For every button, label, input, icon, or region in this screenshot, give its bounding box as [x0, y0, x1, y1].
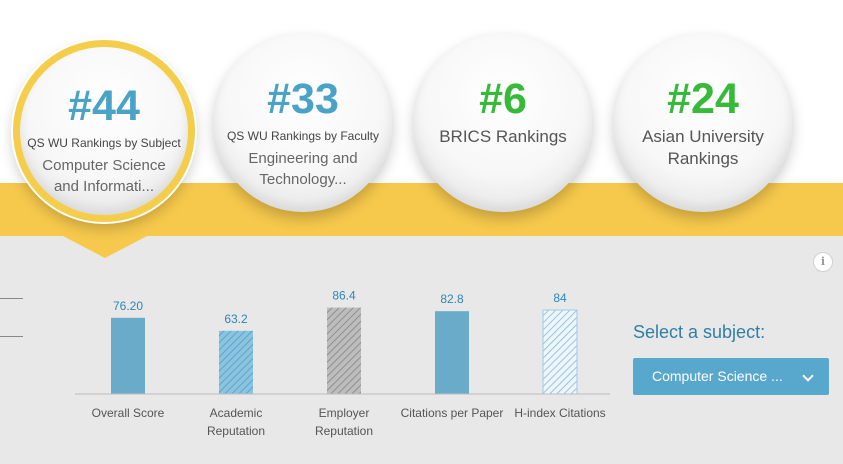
badge-subject: Engineering and Technology...	[248, 150, 358, 188]
bar[interactable]	[435, 311, 469, 394]
badge-asian-ranking[interactable]: #24 Asian University Rankings	[614, 34, 792, 212]
badge-brics-ranking[interactable]: #6 BRICS Rankings	[414, 34, 592, 212]
bar-value-label: 86.4	[332, 289, 356, 303]
badge-rank: #24	[667, 75, 739, 123]
x-tick-label: Employer Reputation	[315, 406, 373, 438]
axis-tick-mark	[0, 298, 23, 299]
subject-dropdown[interactable]: Computer Science ...	[633, 358, 829, 395]
bar[interactable]	[111, 317, 145, 394]
badge-subject-ranking[interactable]: #44 QS WU Rankings by Subject Computer S…	[13, 40, 195, 222]
bar[interactable]	[219, 330, 253, 394]
badge-ranking-name: Asian University Rankings	[642, 127, 764, 168]
bar-value-label: 63.2	[224, 312, 248, 326]
badge-faculty-ranking[interactable]: #33 QS WU Rankings by Faculty Engineerin…	[214, 34, 392, 212]
x-tick-label: Overall Score	[92, 406, 165, 420]
subject-dropdown-value: Computer Science ...	[652, 368, 783, 384]
score-bar-chart: 76.20 Overall Score 63.2 Academic Reputation…	[75, 289, 610, 438]
bar[interactable]	[542, 309, 578, 395]
bar-value-label: 76.20	[113, 299, 143, 313]
bar[interactable]	[327, 307, 361, 394]
x-tick-label: H-index Citations	[514, 406, 605, 420]
x-tick-label: Citations per Paper	[401, 406, 504, 420]
badge-ranking-type: QS WU Rankings by Subject	[27, 136, 181, 150]
select-subject-heading: Select a subject:	[633, 322, 766, 342]
x-tick-label: Academic Reputation	[207, 406, 265, 438]
badge-ranking-name: BRICS Rankings	[439, 127, 567, 146]
chevron-down-icon	[802, 370, 814, 382]
badge-ranking-type: QS WU Rankings by Faculty	[226, 129, 380, 143]
badge-rank: #33	[267, 75, 339, 123]
active-badge-pointer	[63, 236, 147, 258]
badge-subject: Computer Science and Informati...	[42, 157, 166, 195]
bar-value-label: 82.8	[440, 292, 464, 306]
badge-rank: #44	[68, 82, 140, 130]
info-icon[interactable]: i	[813, 252, 833, 272]
bar-value-label: 84	[553, 291, 567, 305]
axis-tick-mark	[0, 336, 23, 337]
badge-rank: #6	[479, 75, 527, 123]
